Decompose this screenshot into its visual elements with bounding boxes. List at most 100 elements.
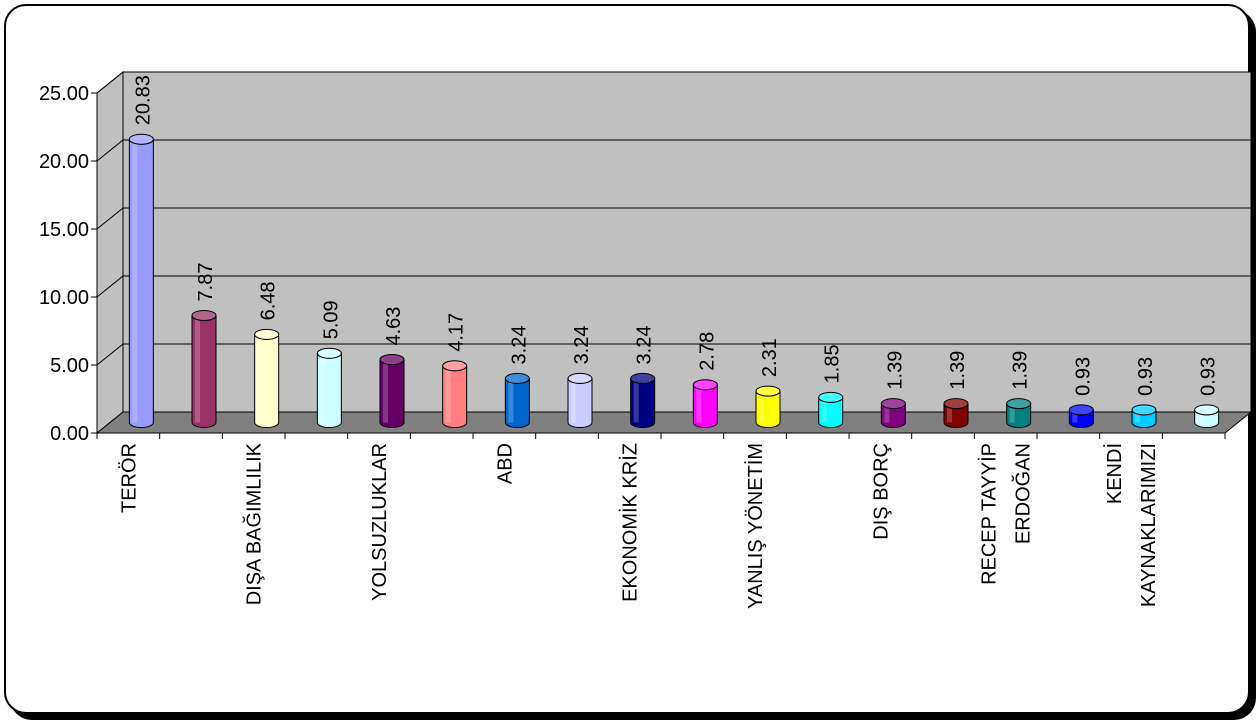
bar: [1068, 404, 1094, 428]
y-tick-label: 25.00: [39, 83, 89, 105]
category-label: YOLSUZLUKLAR: [369, 443, 391, 601]
data-label: 4.17: [446, 313, 468, 352]
bar-highlight: [947, 403, 952, 423]
bar-highlight: [1197, 409, 1203, 423]
data-label: 4.63: [383, 307, 405, 346]
category-label: DIŞ BORÇ: [870, 443, 892, 540]
bar: [379, 354, 405, 428]
bar-highlight: [633, 378, 639, 423]
bar: [1006, 398, 1032, 428]
bar-highlight: [257, 334, 263, 423]
data-label: 6.48: [258, 281, 280, 320]
category-label: EKONOMİK KRİZ: [619, 443, 642, 602]
bar: [818, 391, 844, 428]
y-tick-label: 20.00: [39, 151, 89, 173]
bar: [504, 372, 530, 428]
category-label: KAYNAKLARIMIZI: [1138, 443, 1160, 607]
bar-top: [1068, 404, 1094, 416]
bar-highlight: [132, 139, 138, 423]
bar: [1131, 404, 1157, 428]
data-label: 5.09: [320, 300, 342, 339]
data-label: 1.39: [884, 351, 906, 390]
data-label: 20.83: [132, 75, 154, 125]
data-label: 1.85: [822, 344, 844, 383]
gridline: [96, 71, 1251, 94]
bar-highlight: [821, 397, 827, 423]
bar-highlight: [884, 403, 890, 423]
bar-top: [692, 379, 718, 391]
gridline: [96, 139, 1251, 162]
category-label: KENDİ: [1103, 443, 1126, 504]
bar-highlight: [383, 359, 388, 423]
bar-top: [880, 398, 906, 410]
data-label: 1.39: [1010, 351, 1032, 390]
data-labels: 20.83 7.87 6.48 5.09 4.63 4.17 3.24 3.24 3.24 2.7…: [132, 75, 1219, 396]
gridline: [96, 343, 1251, 366]
category-label: ERDOĞAN: [1012, 443, 1035, 544]
category-label: RECEP TAYYİP: [978, 443, 1001, 585]
bar-highlight: [445, 365, 451, 423]
category-label: DIŞA BAĞIMLILIK: [243, 442, 266, 605]
bar-top: [316, 347, 342, 359]
bar-top: [630, 372, 656, 384]
bar-highlight: [1072, 409, 1078, 423]
bar-top: [191, 309, 217, 321]
bar: [692, 379, 718, 428]
y-tick-label: 15.00: [39, 219, 89, 241]
bar-top: [1194, 404, 1220, 416]
bar: [442, 360, 468, 428]
side-wall: [96, 70, 124, 435]
bar-highlight: [195, 315, 200, 423]
data-label: 0.93: [1072, 357, 1094, 396]
bar: [567, 372, 593, 428]
y-tick-label: 5.00: [50, 355, 89, 377]
category-labels: TERÖR DIŞA BAĞIMLILIK YOLSUZLUKLAR ABD EKONO…: [118, 442, 1160, 609]
data-label: 7.87: [195, 263, 217, 302]
bar-top: [1131, 404, 1157, 416]
bar-top: [567, 372, 593, 384]
bar: [1194, 404, 1220, 428]
bar: [630, 372, 656, 428]
category-label: ABD: [494, 443, 516, 484]
bar-highlight: [696, 384, 702, 423]
bar-highlight: [1009, 403, 1015, 423]
data-label: 0.93: [1198, 357, 1220, 396]
gridline: [96, 207, 1251, 230]
bar-highlight: [571, 378, 576, 423]
bar: [316, 347, 342, 428]
data-label: 1.39: [947, 351, 969, 390]
gridline: [96, 275, 1251, 298]
bar-top: [943, 398, 969, 410]
bar-top: [379, 354, 405, 366]
bar-top: [818, 391, 844, 403]
bar: [128, 133, 154, 428]
bar-top: [128, 133, 154, 145]
bars: [128, 133, 1220, 428]
category-label: YANLIŞ YÖNETİM: [744, 443, 767, 609]
bar-top: [1006, 398, 1032, 410]
bar: [755, 385, 781, 428]
bar-highlight: [508, 378, 514, 423]
bar-top: [442, 360, 468, 372]
data-label: 2.31: [759, 338, 781, 377]
bar-top: [755, 385, 781, 397]
data-label: 3.24: [571, 325, 593, 364]
y-tick-label: 10.00: [39, 287, 89, 309]
bar-highlight: [759, 391, 764, 423]
category-label: TERÖR: [118, 443, 140, 513]
bar-top: [504, 372, 530, 384]
data-label: 0.93: [1135, 357, 1157, 396]
data-label: 3.24: [634, 325, 656, 364]
bar-highlight: [1135, 409, 1140, 423]
bar: [943, 398, 969, 428]
bar: [254, 328, 280, 428]
bar-top: [254, 328, 280, 340]
bar: [880, 398, 906, 428]
data-label: 2.78: [696, 332, 718, 371]
gridlines: [96, 71, 1251, 366]
y-axis: 0.00 5.00 10.00 15.00 20.00 25.00: [39, 83, 1226, 445]
data-label: 3.24: [508, 325, 530, 364]
bar-highlight: [320, 353, 326, 423]
bar: [191, 309, 217, 428]
